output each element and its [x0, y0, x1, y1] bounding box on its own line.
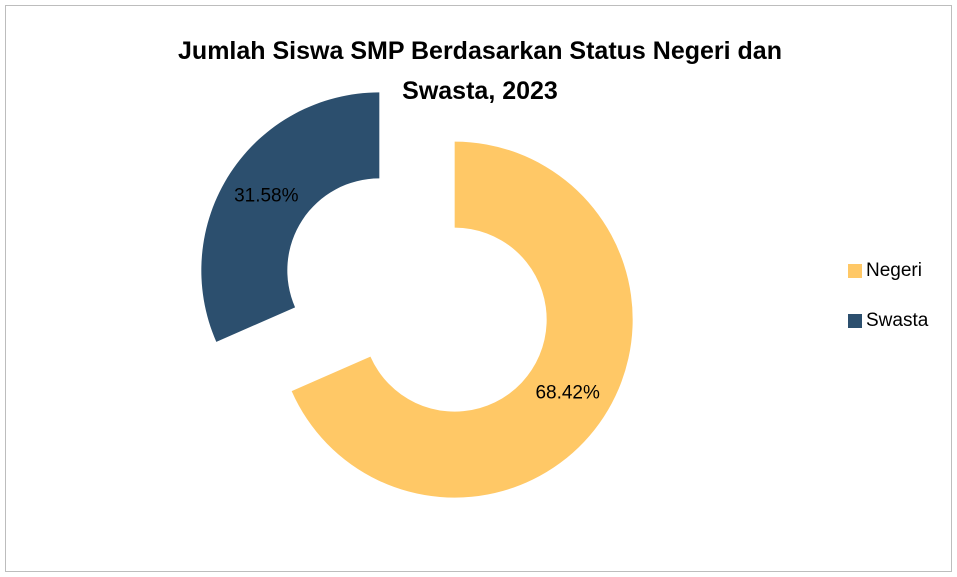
data-label: 31.58%: [234, 186, 299, 207]
legend-label: Swasta: [866, 310, 929, 331]
legend-swatch: [848, 314, 862, 328]
donut-slice: [291, 141, 633, 498]
chart-title: Jumlah Siswa SMP Berdasarkan Status Nege…: [178, 37, 782, 105]
legend-label: Negeri: [866, 260, 922, 281]
data-label: 68.42%: [535, 382, 600, 403]
donut-slice: [201, 92, 380, 342]
legend-swatch: [848, 264, 862, 278]
